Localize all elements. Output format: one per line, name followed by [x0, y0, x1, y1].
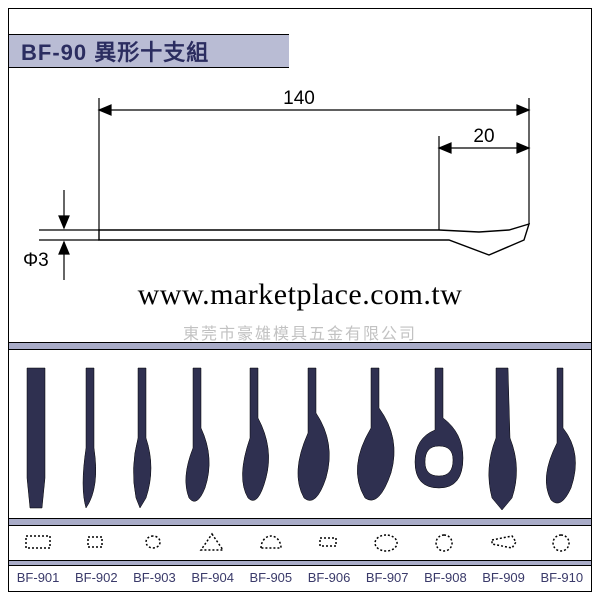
label-BF-908: BF-908: [424, 570, 467, 585]
tool-BF-906: [290, 358, 338, 518]
dim-phi: Φ3: [23, 250, 49, 271]
label-BF-902: BF-902: [75, 570, 118, 585]
title-band: BF-90 異形十支組: [9, 34, 289, 68]
tool-BF-908: [413, 358, 465, 518]
section-BF-905: [257, 530, 285, 554]
section-BF-903: [140, 530, 168, 554]
label-BF-905: BF-905: [250, 570, 293, 585]
tool-BF-903: [122, 358, 162, 518]
tool-shapes-row: [9, 348, 591, 518]
section-BF-907: [373, 530, 401, 554]
section-BF-904: [199, 530, 227, 554]
label-BF-901: BF-901: [17, 570, 60, 585]
section-BF-902: [82, 530, 110, 554]
tool-BF-909: [478, 358, 526, 518]
sub-watermark: 東莞市豪雄模具五金有限公司: [0, 320, 600, 344]
tool-BF-905: [232, 358, 278, 518]
label-BF-907: BF-907: [366, 570, 409, 585]
dim-total: 140: [283, 88, 315, 109]
section-BF-910: [548, 530, 576, 554]
dimension-diagram: 140 20 Φ3: [9, 80, 591, 300]
labels-row: BF-901 BF-902 BF-903 BF-904 BF-905 BF-906 BF-9…: [9, 566, 591, 588]
dim-tip: 20: [473, 126, 494, 147]
tool-BF-901: [15, 358, 57, 518]
tool-BF-902: [70, 358, 110, 518]
label-BF-906: BF-906: [308, 570, 351, 585]
section-BF-906: [315, 530, 343, 554]
tool-BF-910: [539, 358, 585, 518]
label-BF-909: BF-909: [482, 570, 525, 585]
page: BF-90 異形十支組 140 20 Φ3 www.marketpl: [0, 0, 600, 600]
label-BF-904: BF-904: [191, 570, 234, 585]
section-BF-909: [490, 530, 518, 554]
tool-BF-904: [175, 358, 219, 518]
label-BF-903: BF-903: [133, 570, 176, 585]
section-BF-901: [24, 530, 52, 554]
divider-2: [9, 518, 591, 526]
watermark-text: www.marketplace.com.tw: [0, 278, 600, 312]
tool-BF-907: [351, 358, 401, 518]
tool-outline: [99, 224, 529, 255]
label-BF-910: BF-910: [540, 570, 583, 585]
title-text: BF-90 異形十支組: [21, 35, 209, 67]
section-BF-908: [431, 530, 459, 554]
cross-sections-row: [9, 527, 591, 557]
